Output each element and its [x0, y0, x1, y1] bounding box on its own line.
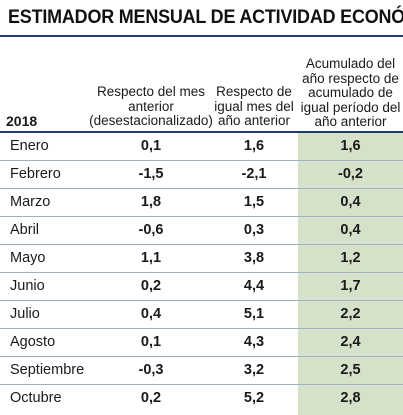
table-row: Mayo 1,1 3,8 1,2 — [0, 245, 403, 273]
row-divider — [0, 356, 403, 357]
previous-month-value: -0,3 — [138, 362, 164, 378]
month-cell: Julio — [10, 306, 40, 322]
same-month-previous-year-value: 1,6 — [243, 138, 265, 154]
accumulated-value: 2,4 — [340, 334, 361, 350]
row-divider — [0, 300, 403, 301]
same-month-previous-year-value: 1,5 — [243, 194, 265, 210]
month-cell: Septiembre — [10, 362, 85, 378]
table-row: Febrero -1,5 -2,1 -0,2 — [0, 161, 403, 189]
table-row: Marzo 1,8 1,5 0,4 — [0, 189, 403, 217]
same-month-previous-year-value: 3,2 — [243, 362, 265, 378]
month-cell: Febrero — [10, 166, 61, 182]
table-row: Septiembre -0,3 3,2 2,5 — [0, 357, 403, 385]
column-header-accumulated: Acumulado del año respecto de acumulado … — [300, 56, 401, 129]
accumulated-value: 2,2 — [340, 306, 361, 322]
previous-month-value: -0,6 — [138, 222, 164, 238]
table-row: Julio 0,4 5,1 2,2 — [0, 301, 403, 329]
column-header-previous-month: Respecto del mes anterior (desestacional… — [89, 84, 213, 128]
previous-month-value: 0,1 — [140, 138, 162, 154]
previous-month-value: 1,8 — [140, 194, 162, 210]
previous-month-value: 0,2 — [140, 278, 162, 294]
same-month-previous-year-value: 4,4 — [243, 278, 265, 294]
month-cell: Agosto — [10, 334, 56, 350]
previous-month-value: 0,4 — [140, 306, 162, 322]
same-month-previous-year-value: 0,3 — [243, 222, 265, 238]
accumulated-value: 1,7 — [340, 278, 361, 294]
accumulated-value: 2,8 — [340, 390, 361, 406]
row-divider — [0, 188, 403, 189]
table-title: ESTIMADOR MENSUAL DE ACTIVIDAD ECONÓMICA — [8, 6, 403, 28]
accumulated-value: 1,6 — [340, 138, 361, 154]
accumulated-value: 1,2 — [340, 250, 361, 266]
header-divider — [0, 131, 403, 133]
accumulated-value: -0,2 — [338, 166, 363, 182]
same-month-previous-year-value: 5,1 — [243, 306, 265, 322]
month-cell: Enero — [10, 138, 49, 154]
month-cell: Mayo — [10, 250, 46, 266]
row-divider — [0, 216, 403, 217]
accumulated-column-highlight — [298, 131, 403, 415]
same-month-previous-year-value: 4,3 — [243, 334, 265, 350]
accumulated-value: 2,5 — [340, 362, 361, 378]
row-divider — [0, 328, 403, 329]
title-divider — [0, 35, 403, 37]
row-divider — [0, 244, 403, 245]
same-month-previous-year-value: -2,1 — [241, 166, 267, 182]
row-divider — [0, 272, 403, 273]
accumulated-value: 0,4 — [340, 194, 361, 210]
table-row: Abril -0,6 0,3 0,4 — [0, 217, 403, 245]
column-header-same-month-previous-year: Respecto de igual mes del año anterior — [214, 84, 294, 128]
table-row: Agosto 0,1 4,3 2,4 — [0, 329, 403, 357]
month-cell: Abril — [10, 222, 40, 238]
table-row: Octubre 0,2 5,2 2,8 — [0, 385, 403, 412]
previous-month-value: -1,5 — [138, 166, 164, 182]
same-month-previous-year-value: 5,2 — [243, 390, 265, 406]
same-month-previous-year-value: 3,8 — [243, 250, 265, 266]
month-cell: Marzo — [10, 194, 51, 210]
table-row: Junio 0,2 4,4 1,7 — [0, 273, 403, 301]
month-cell: Octubre — [10, 390, 62, 406]
row-divider — [0, 384, 403, 385]
previous-month-value: 0,2 — [140, 390, 162, 406]
previous-month-value: 1,1 — [140, 250, 162, 266]
table-row: Enero 0,1 1,6 1,6 — [0, 133, 403, 161]
previous-month-value: 0,1 — [140, 334, 162, 350]
month-cell: Junio — [10, 278, 45, 294]
year-header: 2018 — [6, 113, 38, 129]
row-divider — [0, 160, 403, 161]
accumulated-value: 0,4 — [340, 222, 361, 238]
